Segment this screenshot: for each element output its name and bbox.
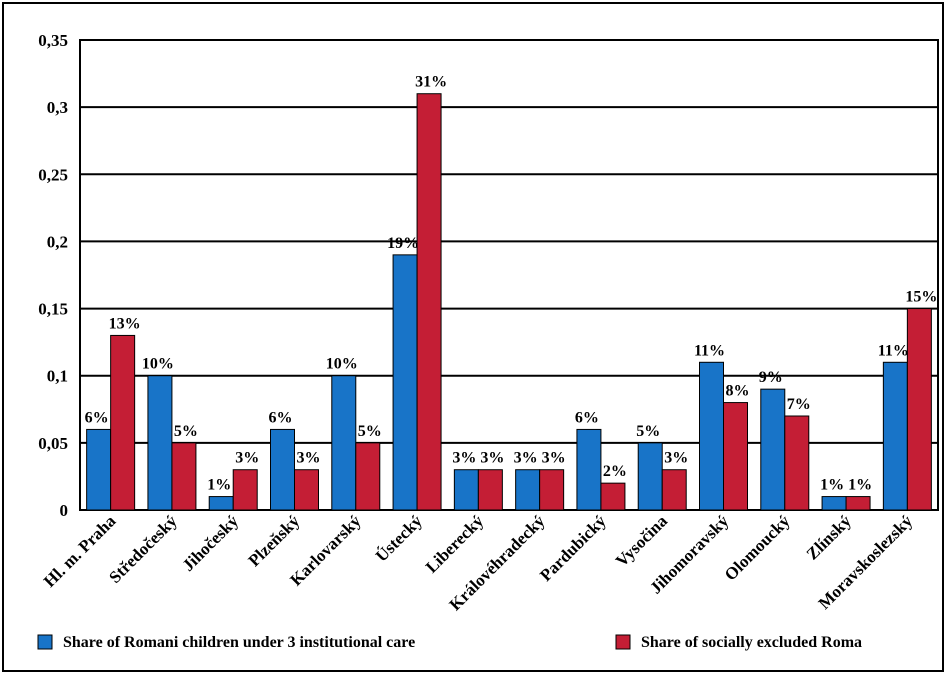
x-category-label: Ústecký: [372, 511, 427, 566]
data-label: 5%: [358, 423, 382, 440]
bar-excluded: [477, 469, 503, 511]
bar-children: [147, 375, 173, 511]
data-label: 3%: [452, 450, 476, 467]
legend-swatch-children: [37, 634, 53, 650]
bar-children: [392, 254, 418, 511]
chart-frame: 0 0,05 0,1 0,15 0,2 0,25 0,3 0,35 6% 13% Hl. m. Pr…: [2, 2, 944, 672]
data-label: 1%: [848, 477, 872, 494]
data-label: 8%: [726, 383, 750, 400]
bar-excluded: [416, 93, 442, 511]
x-category-label: Olomoucký: [721, 511, 794, 584]
data-label: 9%: [759, 369, 783, 386]
data-label: 3%: [297, 450, 321, 467]
y-tick-label: 0,3: [47, 98, 68, 117]
bar-children: [821, 496, 847, 511]
data-label: 19%: [387, 235, 419, 252]
data-label: 3%: [235, 450, 259, 467]
data-label: 5%: [174, 423, 198, 440]
bar-children: [637, 442, 663, 511]
bar-excluded: [355, 442, 381, 511]
data-label: 6%: [85, 409, 109, 426]
data-label: 1%: [207, 477, 231, 494]
y-tick-label: 0,25: [38, 165, 68, 184]
y-tick-label: 0,15: [38, 300, 68, 319]
x-category-label: Jihočeský: [179, 511, 243, 575]
data-label: 5%: [636, 423, 660, 440]
legend-label: Share of socially excluded Roma: [641, 634, 862, 651]
bar-chart: 0 0,05 0,1 0,15 0,2 0,25 0,3 0,35 6% 13% Hl. m. Pr…: [37, 31, 939, 651]
bar-excluded: [539, 469, 565, 511]
data-label: 10%: [142, 356, 174, 373]
bar-children: [208, 496, 234, 511]
plot-area: [79, 39, 939, 511]
legend-swatch-excluded: [615, 634, 631, 650]
bar-excluded: [110, 334, 136, 511]
bar-excluded: [661, 469, 687, 511]
bar-children: [760, 388, 786, 511]
data-label: 10%: [326, 356, 358, 373]
y-tick-label: 0: [60, 501, 69, 520]
bar-children: [882, 361, 908, 511]
data-label: 11%: [878, 342, 909, 359]
bar-excluded: [294, 469, 319, 511]
data-label: 11%: [694, 342, 725, 359]
data-label: 3%: [664, 450, 688, 467]
bar-children: [86, 428, 112, 511]
data-label: 7%: [787, 396, 811, 413]
bar-excluded: [784, 415, 810, 511]
bar-excluded: [723, 402, 748, 511]
data-label: 3%: [514, 450, 538, 467]
x-category-label: Vysočina: [612, 511, 671, 570]
bar-excluded: [171, 442, 197, 511]
x-category-label: Liberecký: [422, 511, 488, 577]
data-label: 6%: [269, 409, 293, 426]
bar-children: [331, 375, 357, 511]
bar-excluded: [232, 469, 258, 511]
bar-excluded: [845, 496, 871, 511]
data-label: 31%: [415, 74, 447, 91]
bar-excluded: [906, 308, 932, 511]
bar-excluded: [600, 482, 626, 511]
legend-label: Share of Romani children under 3 institu…: [63, 634, 415, 651]
x-category-label: Pardubický: [536, 511, 610, 585]
bar-children: [699, 361, 724, 511]
data-label: 6%: [575, 409, 599, 426]
data-label: 1%: [820, 477, 844, 494]
data-label: 13%: [109, 315, 141, 332]
y-tick-label: 0,1: [47, 367, 68, 386]
data-label: 2%: [603, 463, 627, 480]
x-category-label: Plzeňský: [244, 511, 303, 570]
bar-children: [515, 469, 541, 511]
x-category-label: Hl. m. Praha: [40, 511, 120, 591]
bar-children: [576, 428, 602, 511]
bar-children: [270, 428, 295, 511]
data-label: 3%: [542, 450, 566, 467]
x-category-label: Zlínský: [803, 511, 856, 564]
y-tick-label: 0,2: [47, 232, 68, 251]
bar-children: [453, 469, 479, 511]
data-label: 3%: [480, 450, 504, 467]
y-tick-label: 0,35: [38, 31, 68, 50]
data-label: 15%: [905, 289, 937, 306]
y-tick-label: 0,05: [38, 434, 68, 453]
